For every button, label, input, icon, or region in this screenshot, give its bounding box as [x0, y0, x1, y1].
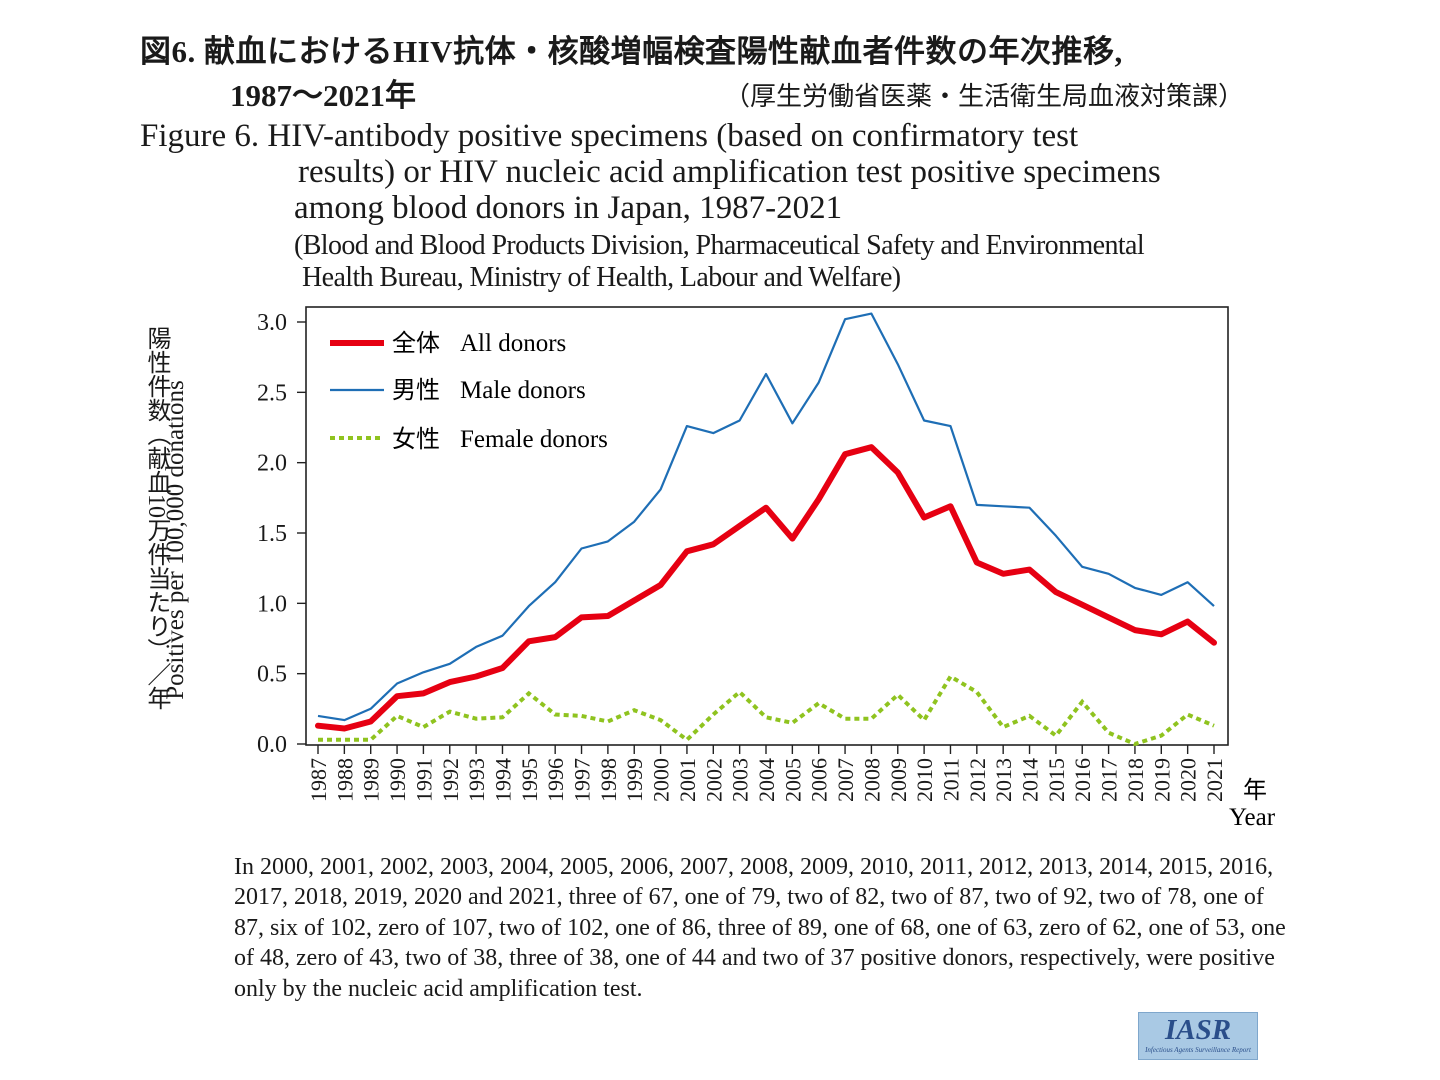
series-lines: [315, 312, 1217, 747]
y-axis-label-japanese: 陽性件数（献血10万件当たり）／年: [143, 326, 169, 710]
x-tick-label: 2014: [1018, 758, 1043, 802]
plot-frame: [305, 306, 1229, 746]
x-tick-label: 2008: [859, 758, 884, 802]
y-tick-label: 1.0: [257, 591, 287, 617]
x-tick-label: 1995: [517, 758, 542, 802]
x-tick-label: 2021: [1202, 758, 1227, 802]
title-japanese-line-1: 図6. 献血におけるHIV抗体・核酸増幅検査陽性献血者件数の年次推移,: [140, 34, 1123, 69]
y-tick-label: 3.0: [257, 310, 287, 336]
legend-label-all-en: All donors: [460, 330, 566, 357]
x-tick-label: 2006: [807, 758, 832, 802]
footnote: In 2000, 2001, 2002, 2003, 2004, 2005, 2…: [234, 854, 1286, 1002]
source-japanese: （厚生労働省医薬・生活衛生局血液対策課）: [724, 82, 1245, 111]
y-tick-label: 0.0: [257, 732, 287, 758]
x-tick-label: 1994: [490, 758, 515, 802]
y-tick-label: 2.0: [257, 451, 287, 477]
legend-label-male-jp: 男性: [392, 377, 440, 404]
x-tick-label: 2009: [886, 758, 911, 802]
legend-label-female-jp: 女性: [392, 426, 440, 453]
y-axis: 0.0 0.5 1.0 1.5 2.0 2.5 3.0: [257, 310, 306, 758]
y-tick-label: 0.5: [257, 662, 287, 688]
x-tick-label: 2000: [649, 758, 674, 802]
iasr-logo: IASR Infectious Agents Surveillance Repo…: [1138, 1012, 1258, 1060]
y-tick-label: 1.5: [257, 521, 287, 547]
x-tick-label: 2012: [965, 758, 990, 802]
x-tick-label: 2013: [991, 758, 1016, 802]
x-tick-label: 2010: [912, 758, 937, 802]
y-tick-label: 2.5: [257, 380, 287, 406]
x-axis: 1987 1988 1989 1990 1991 1992 1993 1994 1995 1996…: [306, 745, 1227, 802]
series-line-female: [318, 673, 1215, 747]
x-tick-label: 1989: [359, 758, 384, 802]
x-tick-label: 2003: [728, 758, 753, 802]
x-axis-label-japanese: 年: [1243, 777, 1267, 804]
x-tick-label: 2015: [1044, 758, 1069, 802]
x-tick-label: 2020: [1176, 758, 1201, 802]
legend: 全体 All donors 男性 Male donors 女性 Female d…: [330, 330, 608, 453]
x-tick-label: 2019: [1149, 758, 1174, 802]
x-tick-label: 1987: [306, 758, 331, 802]
x-tick-label: 1990: [385, 758, 410, 802]
x-tick-label: 2016: [1070, 758, 1095, 802]
logo-subtext: Infectious Agents Surveillance Report: [1145, 1046, 1251, 1054]
title-english-line-3: among blood donors in Japan, 1987-2021: [294, 190, 843, 226]
legend-label-male-en: Male donors: [460, 377, 586, 404]
series-line-all: [315, 444, 1217, 732]
x-tick-label: 2001: [675, 758, 700, 802]
source-english-line-2: Health Bureau, Ministry of Health, Labou…: [302, 262, 901, 293]
title-japanese-line-2: 1987〜2021年: [230, 78, 416, 113]
x-tick-label: 1996: [543, 758, 568, 802]
x-tick-label: 1999: [622, 758, 647, 802]
x-tick-label: 1998: [596, 758, 621, 802]
series-line-male: [317, 312, 1215, 722]
x-tick-label: 2002: [701, 758, 726, 802]
x-tick-label: 2017: [1097, 758, 1122, 802]
x-tick-label: 1997: [570, 758, 595, 802]
x-axis-label-english: Year: [1229, 804, 1276, 831]
legend-label-all-jp: 全体: [392, 330, 440, 357]
x-tick-label: 2004: [754, 758, 779, 802]
x-tick-label: 1993: [464, 758, 489, 802]
title-english-line-2: results) or HIV nucleic acid amplificati…: [298, 154, 1161, 190]
x-tick-label: 1988: [332, 758, 357, 802]
title-english-line-1: Figure 6. HIV-antibody positive specimen…: [140, 118, 1079, 154]
x-tick-label: 1991: [411, 758, 436, 802]
logo-text: IASR: [1164, 1014, 1232, 1046]
x-tick-label: 2007: [833, 758, 858, 802]
legend-label-female-en: Female donors: [460, 426, 608, 453]
x-tick-label: 1992: [438, 758, 463, 802]
x-tick-label: 2011: [938, 758, 963, 801]
source-english-line-1: (Blood and Blood Products Division, Phar…: [294, 230, 1145, 261]
x-tick-label: 2005: [780, 758, 805, 802]
x-tick-label: 2018: [1123, 758, 1148, 802]
